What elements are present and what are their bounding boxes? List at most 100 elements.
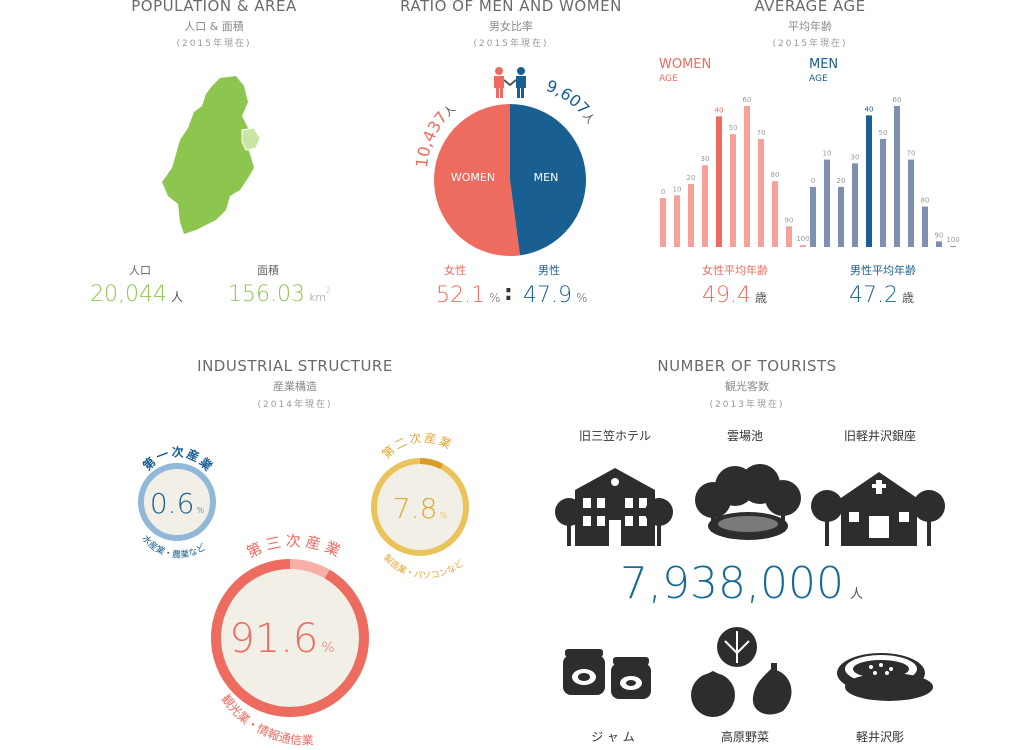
men-avg-number: 47.2 xyxy=(849,283,898,308)
age-tick-women-60: 60 xyxy=(743,96,752,104)
age-subtitle: 平均年齢 xyxy=(788,20,832,33)
secondary-title: 第二次産業 xyxy=(379,430,455,462)
women-avg-label: 女性平均年齢 xyxy=(702,264,768,277)
age-tick-men-70: 70 xyxy=(907,150,916,158)
pop-unit: 人 xyxy=(170,290,183,304)
church-icon xyxy=(811,472,945,546)
men-avg: 47.2 歳 xyxy=(849,283,914,308)
age-tick-men-0: 0 xyxy=(811,177,815,185)
age-bar-men-50 xyxy=(880,138,886,247)
area-value: 156.03 km2 xyxy=(228,282,331,307)
age-bar-women-90 xyxy=(786,226,792,247)
age-bar-women-80 xyxy=(772,181,778,247)
men-avg-unit: 歳 xyxy=(901,291,914,305)
age-bar-men-60 xyxy=(894,106,900,247)
population-title: POPULATION & AREA xyxy=(131,0,297,15)
age-tick-women-30: 30 xyxy=(701,155,710,163)
age-bar-men-70 xyxy=(908,159,914,247)
age-tick-women-0: 0 xyxy=(661,188,665,196)
pop-number: 20,044 xyxy=(90,282,167,307)
primary-ring-bg xyxy=(141,466,213,538)
age-bar-women-70 xyxy=(758,138,764,247)
men-label: 男性 xyxy=(538,264,560,277)
spot2-label: 雲場池 xyxy=(726,429,763,443)
industry-title: INDUSTRIAL STRUCTURE xyxy=(197,357,393,375)
area-label: 面積 xyxy=(257,264,279,277)
age-tick-men-40: 40 xyxy=(865,105,874,113)
women-pct-number: 52.1 xyxy=(436,283,485,308)
age-bar-men-20 xyxy=(838,186,844,247)
gender-pie-chart: 10,437人 9,607人 WOMEN MEN xyxy=(412,67,597,256)
pie-slice-women xyxy=(434,104,520,256)
population-year: (2015年現在) xyxy=(176,39,252,49)
age-bar-women-30 xyxy=(702,165,708,247)
age-tick-women-40: 40 xyxy=(715,106,724,114)
pie-slice-men xyxy=(510,104,587,256)
tourist-count-number: 7,938,000 xyxy=(620,558,844,609)
tourists-year: (2013年現在) xyxy=(709,400,785,410)
spot1-label: 旧三笠ホテル xyxy=(578,429,651,443)
secondary-desc: 製造業・パソコンなど xyxy=(381,552,466,582)
secondary-ring-highlight xyxy=(371,458,469,556)
age-tick-men-80: 80 xyxy=(921,197,930,205)
primary-ring xyxy=(138,463,216,541)
women-pct: 52.1% xyxy=(436,283,500,308)
women-avg: 49.4 歳 xyxy=(702,283,767,308)
women-pct-unit: % xyxy=(488,291,501,305)
tourist-count: 7,938,000 人 xyxy=(620,558,863,609)
age-bar-men-40 xyxy=(866,115,872,248)
item2-label: 高原野菜 xyxy=(720,730,769,744)
men-age-axis: AGE xyxy=(809,74,828,84)
women-avg-unit: 歳 xyxy=(754,291,767,305)
age-bar-women-20 xyxy=(688,184,694,247)
age-bar-men-100 xyxy=(950,246,956,247)
area-unit-sup: 2 xyxy=(326,286,331,295)
karuizawa-bori-icon xyxy=(837,653,933,701)
men-pct: 47.9% xyxy=(523,283,587,308)
product-icons xyxy=(563,627,933,717)
age-tick-women-70: 70 xyxy=(757,129,766,137)
landmark-icons xyxy=(555,464,945,546)
industry-subtitle: 産業構造 xyxy=(273,380,317,393)
age-tick-women-100: 100 xyxy=(796,235,809,243)
secondary-ring-bg xyxy=(374,461,466,553)
age-tick-women-10: 10 xyxy=(673,185,682,193)
age-tick-women-20: 20 xyxy=(687,174,696,182)
nagano-map-icon xyxy=(162,76,261,234)
men-avg-label: 男性平均年齢 xyxy=(850,264,916,277)
age-tick-men-20: 20 xyxy=(837,177,846,185)
pie-label-women: WOMEN xyxy=(451,171,495,184)
secondary-pct: 7.8% xyxy=(393,492,447,525)
age-bar-women-50 xyxy=(730,134,736,247)
men-pct-unit: % xyxy=(575,291,588,305)
pop-label: 人口 xyxy=(129,264,151,277)
age-bar-chart: 0 102030405060708090100010203040506070809… xyxy=(660,96,960,248)
women-avg-number: 49.4 xyxy=(702,283,751,308)
women-age-title: WOMEN xyxy=(659,57,712,72)
vegetable-icon xyxy=(691,627,792,717)
handshake-icon xyxy=(494,67,526,98)
jam-icon xyxy=(563,649,651,699)
hotel-icon xyxy=(555,468,673,546)
age-bar-men-80 xyxy=(922,206,928,247)
area-number: 156.03 xyxy=(228,282,305,307)
age-title: AVERAGE AGE xyxy=(754,0,866,15)
age-year: (2015年現在) xyxy=(772,39,848,49)
pie-label-men: MEN xyxy=(534,171,559,184)
spot3-label: 旧軽井沢銀座 xyxy=(843,429,916,443)
women-label: 女性 xyxy=(444,264,466,277)
age-bar-women-100 xyxy=(800,245,806,247)
industry-year: (2014年現在) xyxy=(257,400,333,410)
age-tick-men-10: 10 xyxy=(823,150,832,158)
tertiary-ring-bg xyxy=(216,564,364,712)
ratio-subtitle: 男女比率 xyxy=(489,20,533,33)
age-tick-men-100: 100 xyxy=(946,236,959,244)
men-pct-number: 47.9 xyxy=(523,283,572,308)
age-tick-men-30: 30 xyxy=(851,153,860,161)
primary-pct: 0.6% xyxy=(150,487,204,520)
item1-label: ジャム xyxy=(591,730,639,744)
ratio-separator: : xyxy=(504,281,513,306)
tertiary-title: 第三次産業 xyxy=(244,532,347,562)
ratio-title: RATIO OF MEN AND WOMEN xyxy=(400,0,622,15)
tourists-title: NUMBER OF TOURISTS xyxy=(657,357,837,375)
